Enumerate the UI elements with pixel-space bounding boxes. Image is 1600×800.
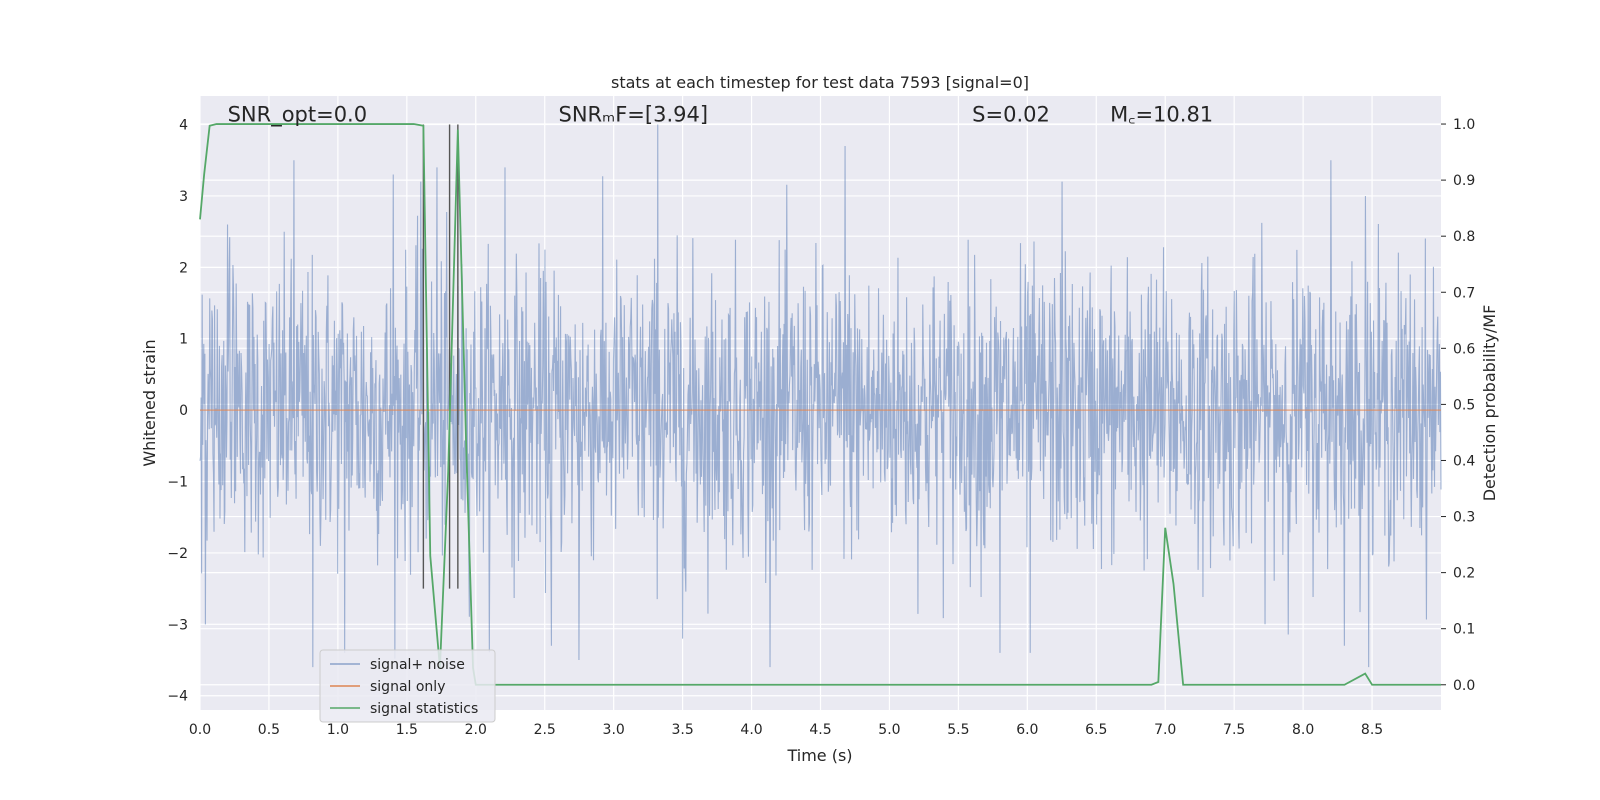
x-tick-label: 1.0 bbox=[327, 722, 349, 738]
stats-layer bbox=[199, 123, 1441, 686]
y-ticks: −4 −3 −2 −1 0 1 2 3 4 bbox=[167, 118, 188, 705]
y-tick-label: −3 bbox=[167, 617, 188, 633]
y-tick-label: −2 bbox=[167, 546, 188, 562]
x-tick-label: 1.5 bbox=[396, 722, 418, 738]
y-ticks-right: 0.0 0.1 0.2 0.3 0.4 0.5 0.6 0.7 0.8 0.9 1.0 bbox=[1441, 117, 1475, 694]
legend-label-signal-noise: signal+ noise bbox=[370, 657, 465, 673]
x-tick-label: 2.0 bbox=[465, 722, 487, 738]
legend: signal+ noise signal only signal statist… bbox=[319, 649, 496, 723]
y-right-tick-label: 0.0 bbox=[1453, 678, 1475, 694]
y-axis-label-right: Detection probability/MF bbox=[1480, 305, 1499, 502]
y-right-tick-label: 0.3 bbox=[1453, 510, 1475, 526]
annotation-text: S=0.02 bbox=[972, 102, 1050, 126]
x-tick-label: 4.5 bbox=[809, 722, 831, 738]
y-axis-label: Whitened strain bbox=[140, 339, 159, 466]
x-tick-label: 4.0 bbox=[740, 722, 762, 738]
annotation-text: M꜀=10.81 bbox=[1110, 102, 1213, 126]
series-layer bbox=[199, 124, 1442, 668]
y-tick-label: −1 bbox=[167, 475, 188, 491]
x-tick-label: 5.5 bbox=[947, 722, 969, 738]
y-tick-label: 1 bbox=[179, 332, 188, 348]
x-tick-label: 7.0 bbox=[1154, 722, 1176, 738]
annotation-text: SNRₘF=[3.94] bbox=[559, 102, 709, 126]
x-tick-label: 6.0 bbox=[1016, 722, 1038, 738]
x-tick-label: 2.5 bbox=[534, 722, 556, 738]
markers-layer bbox=[422, 124, 459, 589]
x-ticks: 0.0 0.5 1.0 1.5 2.0 2.5 3.0 3.5 4.0 4.5 5.0 5.5 6.0 6… bbox=[189, 722, 1383, 738]
y-tick-label: 2 bbox=[179, 260, 188, 276]
y-right-tick-label: 0.9 bbox=[1453, 173, 1475, 189]
y-tick-label: 4 bbox=[179, 118, 188, 134]
x-tick-label: 5.0 bbox=[878, 722, 900, 738]
y-tick-label: −4 bbox=[167, 689, 188, 705]
legend-box bbox=[319, 649, 496, 723]
y-right-tick-label: 0.7 bbox=[1453, 285, 1475, 301]
x-tick-label: 0.0 bbox=[189, 722, 211, 738]
y-right-tick-label: 0.2 bbox=[1453, 566, 1475, 582]
legend-label-signal-statistics: signal statistics bbox=[370, 701, 478, 717]
x-tick-label: 0.5 bbox=[258, 722, 280, 738]
legend-label-signal-only: signal only bbox=[370, 679, 445, 695]
y-right-tick-label: 0.1 bbox=[1453, 622, 1475, 638]
series-signal-statistics bbox=[199, 123, 1441, 686]
x-tick-label: 7.5 bbox=[1223, 722, 1245, 738]
y-tick-label: 3 bbox=[179, 189, 188, 205]
annotations: SNR_opt=0.0 SNRₘF=[3.94] S=0.02 M꜀=10.81 bbox=[228, 102, 1214, 127]
y-tick-label: 0 bbox=[179, 403, 188, 419]
x-tick-label: 6.5 bbox=[1085, 722, 1107, 738]
x-axis-label: Time (s) bbox=[786, 746, 852, 765]
x-tick-label: 8.5 bbox=[1361, 722, 1383, 738]
y-right-tick-label: 0.4 bbox=[1453, 453, 1475, 469]
annotation-text: SNR_opt=0.0 bbox=[228, 102, 368, 127]
x-tick-label: 3.5 bbox=[671, 722, 693, 738]
series-signal-noise bbox=[199, 124, 1442, 668]
chart-title: stats at each timestep for test data 759… bbox=[611, 73, 1029, 92]
y-right-tick-label: 0.6 bbox=[1453, 341, 1475, 357]
y-right-tick-label: 0.5 bbox=[1453, 397, 1475, 413]
x-tick-label: 3.0 bbox=[603, 722, 625, 738]
x-tick-label: 8.0 bbox=[1292, 722, 1314, 738]
y-right-tick-label: 0.8 bbox=[1453, 229, 1475, 245]
y-right-tick-label: 1.0 bbox=[1453, 117, 1475, 133]
